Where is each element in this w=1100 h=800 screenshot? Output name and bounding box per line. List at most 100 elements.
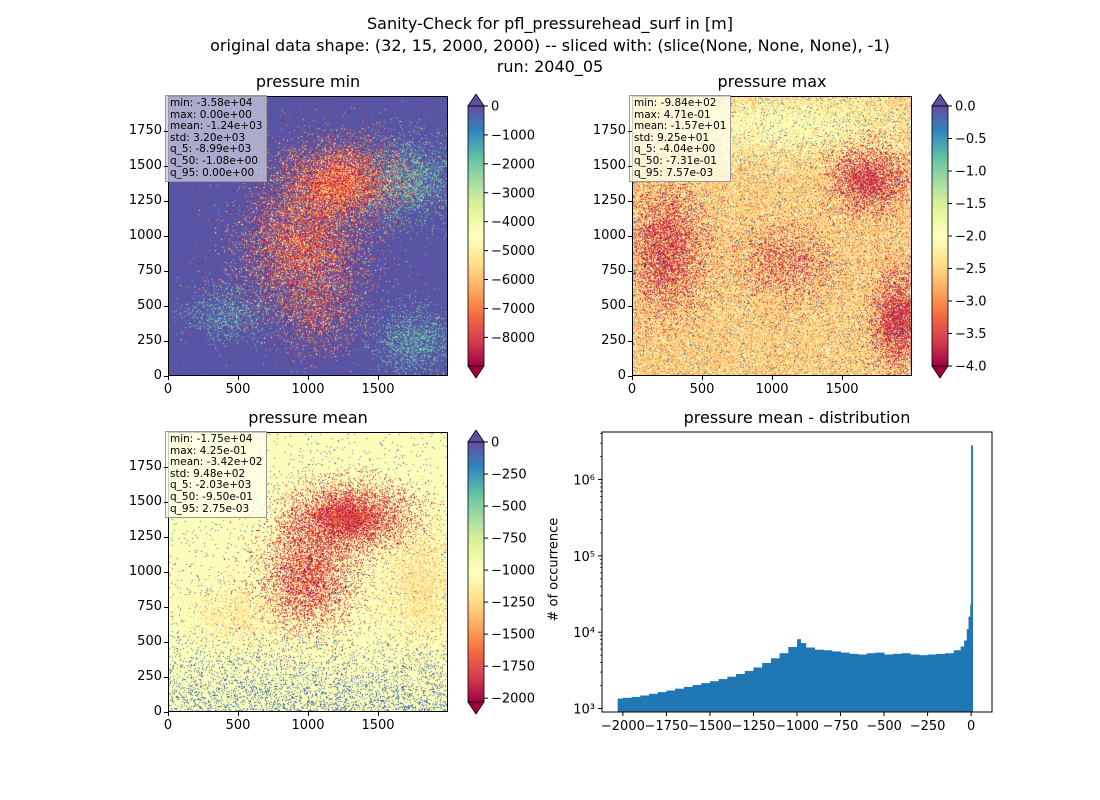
colorbar-strip (468, 538, 484, 540)
colorbar-strip (468, 617, 484, 619)
colorbar-strip (932, 266, 948, 268)
histogram-bar (831, 651, 842, 712)
colorbar-strip (932, 123, 948, 125)
colorbar-strip (932, 186, 948, 188)
colorbar-tick-label: −2.5 (955, 262, 987, 277)
colorbar-strip (468, 152, 484, 154)
colorbar-strip (468, 331, 484, 333)
colorbar-strip (468, 124, 484, 126)
colorbar-strip (468, 468, 484, 470)
colorbar-strip (468, 642, 484, 644)
colorbar-strip (468, 566, 484, 568)
colorbar-strip (932, 323, 948, 325)
colorbar-strip (932, 275, 948, 277)
colorbar-strip (932, 154, 948, 156)
colorbar-strip (468, 529, 484, 531)
colorbar-strip (932, 353, 948, 355)
colorbar-strip (468, 671, 484, 673)
colorbar-strip (932, 289, 948, 291)
colorbar-strip (932, 241, 948, 243)
colorbar-strip (468, 349, 484, 351)
y-tick-mark (164, 236, 168, 237)
colorbar-strip (468, 273, 484, 275)
colorbar-strip (932, 127, 948, 129)
colorbar-strip (468, 696, 484, 698)
colorbar-strip (932, 182, 948, 184)
colorbar-strip (932, 204, 948, 206)
colorbar-strip (932, 276, 948, 278)
histogram-x-tick-label: 0 (967, 719, 975, 734)
colorbar-strip (468, 573, 484, 575)
colorbar-strip (932, 208, 948, 210)
stat-line: max: 0.00e+00 (170, 108, 252, 121)
histogram-ylabel: # of occurrence (546, 517, 562, 622)
colorbar-strip (468, 490, 484, 492)
colorbar-strip (932, 124, 948, 126)
colorbar-strip (468, 647, 484, 649)
colorbar-strip (468, 186, 484, 188)
colorbar-strip (468, 471, 484, 473)
stat-line: min: -1.75e+04 (170, 433, 253, 445)
colorbar-strip (932, 250, 948, 252)
colorbar-strip (468, 357, 484, 359)
colorbar-strip (468, 463, 484, 465)
colorbar-strip (932, 331, 948, 333)
colorbar-strip (932, 321, 948, 323)
colorbar-strip (468, 353, 484, 355)
colorbar-strip (932, 329, 948, 331)
colorbar-strip (468, 495, 484, 497)
colorbar-strip (468, 311, 484, 313)
colorbar-strip (468, 121, 484, 123)
colorbar-strip (468, 630, 484, 632)
colorbar-strip (468, 521, 484, 523)
histogram-bar (617, 698, 624, 712)
colorbar-tick-label: −5000 (491, 244, 535, 259)
colorbar-strip (468, 562, 484, 564)
colorbar-strip (468, 575, 484, 577)
colorbar-strip (932, 271, 948, 273)
colorbar-strip (468, 473, 484, 475)
colorbar-strip (468, 608, 484, 610)
colorbar-strip (468, 497, 484, 499)
colorbar-tick-label: −1.5 (955, 197, 987, 212)
colorbar-strip (932, 322, 948, 324)
colorbar-strip (468, 569, 484, 571)
colorbar-strip (468, 511, 484, 513)
colorbar-strip (468, 542, 484, 544)
colorbar-strip (468, 108, 484, 110)
colorbar-strip (468, 302, 484, 304)
colorbar-strip (468, 632, 484, 634)
x-tick-label: 500 (225, 382, 251, 397)
colorbar-strip (468, 574, 484, 576)
colorbar-strip (932, 343, 948, 345)
colorbar-strip (468, 166, 484, 168)
colorbar-strip (932, 316, 948, 318)
x-tick-mark (308, 376, 309, 380)
colorbar-strip (468, 298, 484, 300)
colorbar-strip (468, 168, 484, 170)
colorbar-strip (468, 324, 484, 326)
colorbar-strip (468, 598, 484, 600)
colorbar-tick-label: 0.0 (955, 100, 976, 115)
colorbar-strip (932, 307, 948, 309)
colorbar-strip (468, 138, 484, 140)
colorbar-strip (468, 179, 484, 181)
colorbar-strip (932, 237, 948, 239)
y-tick-mark (164, 502, 168, 503)
colorbar-strip (468, 277, 484, 279)
colorbar-strip (468, 354, 484, 356)
colorbar-strip (932, 158, 948, 160)
colorbar-strip (932, 160, 948, 162)
colorbar-strip (468, 532, 484, 534)
colorbar-strip (468, 522, 484, 524)
colorbar-strip (468, 527, 484, 529)
colorbar-strip (468, 523, 484, 525)
colorbar-strip (468, 289, 484, 291)
colorbar-strip (468, 486, 484, 488)
colorbar-strip (468, 448, 484, 450)
colorbar-strip (468, 692, 484, 694)
colorbar-strip (932, 112, 948, 114)
x-tick-mark (308, 712, 309, 716)
colorbar-strip (468, 684, 484, 686)
x-tick-label: 500 (689, 382, 715, 397)
